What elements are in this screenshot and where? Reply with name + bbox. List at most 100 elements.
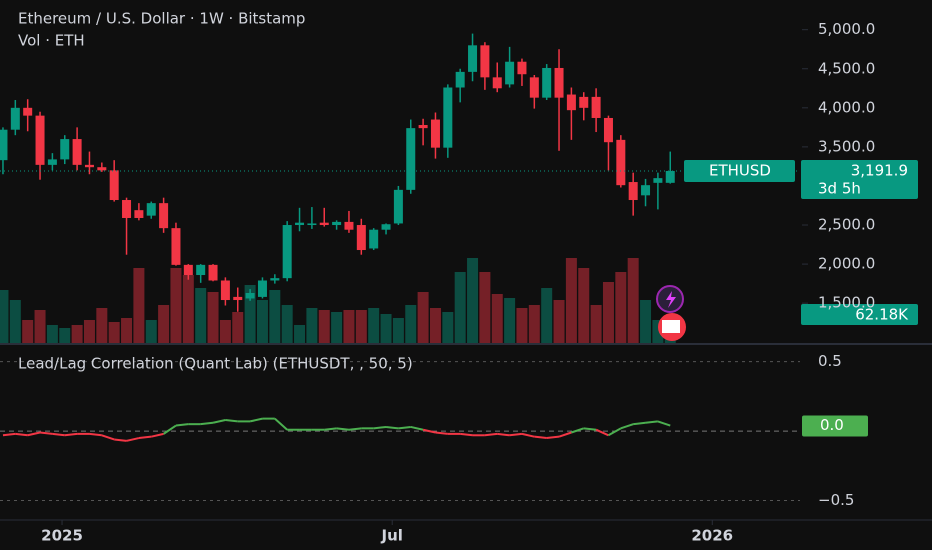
volume-bar (195, 288, 207, 343)
candle-body (257, 280, 267, 297)
volume-bar (380, 314, 392, 343)
indicator-segment (497, 432, 510, 437)
candle-body (505, 61, 515, 85)
volume-bar (133, 268, 145, 343)
candle-body (307, 223, 317, 226)
indicator-segment (126, 437, 140, 442)
volume-bar (602, 282, 614, 343)
volume-bar (9, 300, 21, 343)
candle-body (616, 139, 626, 186)
volume-bar (343, 310, 355, 343)
candle-body (356, 225, 366, 251)
candle-body (344, 221, 354, 230)
candle-body (171, 228, 181, 265)
volume-bar (232, 312, 244, 343)
candle-body (455, 71, 465, 88)
indicator-segment (410, 425, 424, 431)
candle-body (295, 222, 305, 226)
candle-body (319, 222, 329, 226)
volume-bar (368, 308, 380, 343)
indicator-segment (558, 431, 572, 438)
candle-body (196, 264, 206, 276)
candle-body (381, 224, 391, 230)
indicator-segment (385, 425, 399, 430)
x-tick-label: Jul (381, 527, 403, 545)
candle-body (84, 164, 94, 168)
candle-body (245, 292, 255, 299)
volume-bar (83, 320, 95, 343)
candle-body (72, 139, 82, 165)
volume-bar (145, 320, 157, 343)
candle-body (591, 96, 601, 118)
indicator-segment (89, 432, 102, 437)
indicator-segment (657, 420, 671, 427)
volume-bar (269, 290, 281, 343)
candle-body (159, 203, 169, 229)
volume-bar (318, 310, 330, 343)
indicator-segment (422, 428, 436, 434)
symbol-label: ETHUSD (709, 161, 771, 179)
indicator-segment (274, 417, 288, 431)
volume-bar (34, 310, 46, 343)
candle-body (653, 178, 663, 183)
icon-bolt (666, 291, 676, 308)
candle-body (47, 159, 57, 165)
volume-bar (22, 320, 34, 343)
indicator-segment (509, 432, 523, 437)
indicator-segment (52, 432, 65, 437)
volume-bar (627, 258, 639, 343)
indicator-segment (212, 419, 226, 424)
price-label: 3,191.9 (851, 161, 908, 179)
indicator-segment (27, 431, 41, 437)
volume-bar (491, 294, 503, 343)
indicator-segment (101, 434, 115, 441)
volume-bar (170, 268, 182, 343)
volume-bar (541, 288, 553, 343)
candle-body (220, 280, 230, 301)
indicator-segment (435, 431, 448, 435)
indicator-title: Lead/Lag Correlation (Quant Lab) (ETHUSD… (18, 355, 413, 373)
countdown-label: 3d 5h (818, 179, 861, 197)
candle-body (529, 77, 539, 98)
volume-bar (96, 308, 108, 343)
volume-bar (306, 308, 318, 343)
volume-bar (442, 312, 454, 343)
indicator-segment (249, 417, 263, 423)
y-tick-label: 4,000.0 (818, 98, 875, 116)
indicator-segment (15, 432, 28, 437)
candle-body (10, 107, 20, 130)
price-box (801, 159, 918, 199)
chart-title: Ethereum / U.S. Dollar · 1W · Bitstamp (18, 10, 305, 28)
x-tick-label: 2026 (691, 527, 733, 545)
icon-flag-stripes (662, 320, 680, 333)
y-tick-label: 2,000.0 (818, 255, 875, 273)
indicator-segment (607, 427, 622, 437)
symbol-box (684, 159, 795, 182)
candle-body (134, 210, 144, 218)
candle-body (579, 96, 589, 108)
icons (656, 285, 686, 341)
indicator-segment (324, 427, 337, 431)
indicator-segment (583, 427, 597, 431)
volume-bar (46, 325, 58, 343)
candle-body (369, 229, 379, 249)
candle-body (233, 296, 243, 301)
volume-bar (0, 290, 9, 343)
indicator-value-box (802, 415, 868, 437)
y-tick-label: 1,500.0 (818, 294, 875, 312)
indicator-segment (460, 432, 473, 437)
candle-body (418, 125, 428, 129)
volume-bar (219, 320, 231, 343)
volume-bar (417, 292, 429, 343)
candle-body (122, 200, 132, 218)
candle-body (109, 170, 119, 201)
x-tick-label: 2025 (41, 527, 83, 545)
indicator-segment (64, 432, 78, 437)
volume-bar (244, 285, 256, 343)
volume-bar (516, 308, 528, 343)
indicator-segment (2, 432, 16, 437)
volume-bar (528, 305, 540, 343)
candle-body (517, 61, 527, 75)
candle-body (97, 167, 107, 171)
candle-body (628, 182, 638, 201)
